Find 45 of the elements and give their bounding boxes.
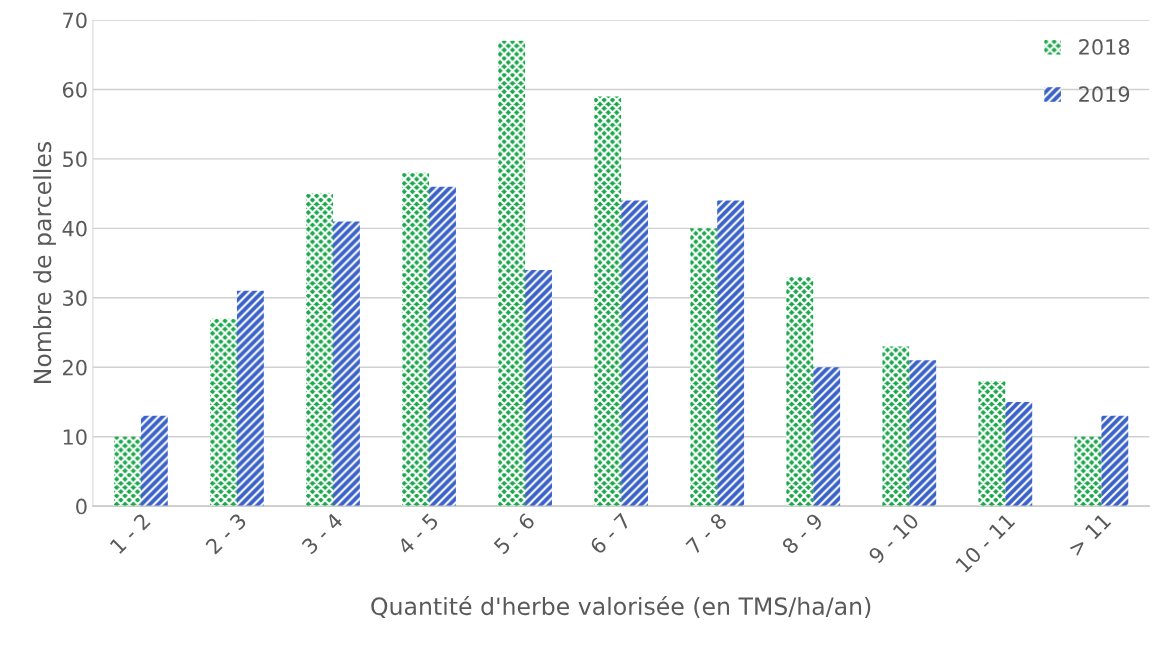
bar xyxy=(210,318,237,507)
x-tick-label: 6 - 7 xyxy=(589,512,632,555)
bar xyxy=(498,40,526,507)
x-tick-label: 5 - 6 xyxy=(493,512,536,555)
y-tick-label: 0 xyxy=(76,498,87,515)
x-tick-label: 10 - 11 xyxy=(955,512,1016,573)
legend-label: 2019 xyxy=(1079,86,1130,103)
bar xyxy=(140,415,168,507)
bar xyxy=(813,367,841,507)
x-tick-label: 8 - 9 xyxy=(781,512,824,555)
y-tick-label: 10 xyxy=(63,429,87,445)
bar xyxy=(306,193,333,507)
y-tick-label: 40 xyxy=(62,220,87,237)
x-tick-label: > 11 xyxy=(1067,512,1112,557)
x-tick-label: 4 - 5 xyxy=(396,512,440,556)
bar xyxy=(621,200,649,507)
bar xyxy=(594,96,622,507)
y-tick-label: 70 xyxy=(63,12,87,29)
bar xyxy=(882,346,910,507)
y-tick-label: 60 xyxy=(62,81,87,98)
y-tick-label: 50 xyxy=(63,151,87,168)
bar xyxy=(402,172,430,507)
x-tick-label: 9 - 10 xyxy=(867,512,920,565)
bar xyxy=(786,276,814,507)
bar xyxy=(1005,401,1033,507)
bar xyxy=(333,221,360,507)
x-tick-label: 1 - 2 xyxy=(109,512,151,555)
bar xyxy=(429,186,456,507)
bar xyxy=(114,436,141,507)
y-tick-label: 20 xyxy=(63,359,87,376)
bar xyxy=(236,290,264,507)
bar xyxy=(1101,415,1129,507)
x-tick-label: 2 - 3 xyxy=(204,512,248,555)
x-tick-label: 3 - 4 xyxy=(300,512,344,555)
x-axis-title: Quantité d'herbe valorisée (en TMS/ha/an) xyxy=(371,595,871,618)
y-axis-title: Nombre de parcelles xyxy=(33,142,56,383)
bar xyxy=(1074,436,1102,507)
y-tick-label: 30 xyxy=(63,290,87,307)
legend-label: 2018 xyxy=(1079,39,1130,55)
bar xyxy=(978,381,1006,507)
bar xyxy=(690,228,718,507)
bar xyxy=(717,200,745,507)
bar xyxy=(909,360,937,507)
bar xyxy=(525,270,552,507)
x-tick-label: 7 - 8 xyxy=(685,512,728,555)
